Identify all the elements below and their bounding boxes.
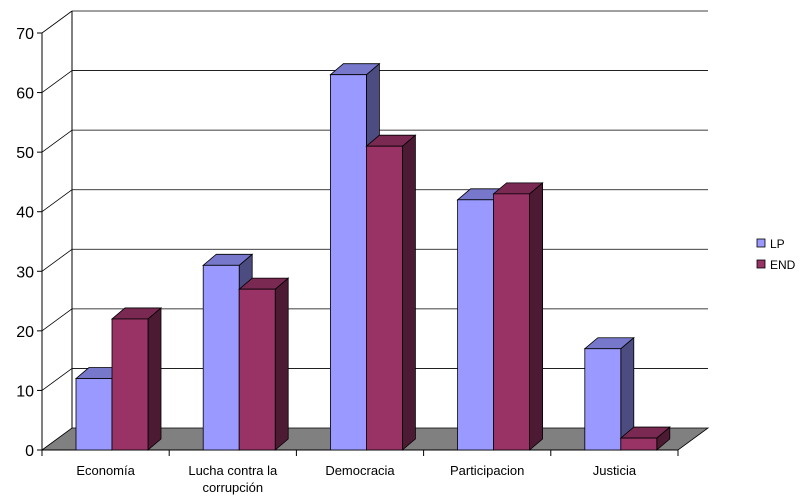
bar (238, 277, 290, 451)
bar (110, 307, 163, 451)
bar (365, 134, 417, 451)
legend-swatch (756, 259, 766, 269)
x-tick-label: Lucha contra la corrupción (188, 463, 278, 495)
bar-front (584, 348, 622, 451)
y-tick-label: 50 (16, 145, 34, 162)
bar-side (529, 181, 543, 451)
legend-label: END (770, 258, 796, 272)
bar-front (329, 74, 367, 451)
bar-front (457, 199, 495, 451)
bars (74, 62, 671, 451)
legend: LP END (756, 237, 796, 272)
y-tick-label: 0 (25, 443, 34, 460)
gridline-depth (41, 129, 73, 153)
legend-label: LP (770, 237, 785, 251)
legend-entry: END (756, 258, 796, 272)
x-tick-label: Democracia (325, 463, 395, 478)
x-tick-label: Justicia (593, 463, 637, 478)
gridline-depth (41, 70, 73, 93)
legend-entry: LP (756, 237, 785, 251)
y-tick-label: 70 (16, 26, 34, 43)
bar-front (75, 378, 113, 451)
x-tick-label: Economía (76, 463, 135, 478)
bar (492, 181, 544, 451)
bar-side (147, 307, 162, 451)
bar-side (401, 134, 416, 451)
bar-front (202, 264, 240, 451)
y-tick-label: 20 (16, 324, 34, 341)
gridline-depth (41, 308, 73, 332)
tick-labels: 0 10 20 30 40 50 60 70 Economía Lucha contra la co… (16, 26, 637, 495)
gridline-depth (41, 368, 73, 391)
bar-front (238, 288, 276, 451)
y-tick-label: 40 (16, 205, 34, 222)
bar-front (365, 145, 403, 451)
gridline-depth (41, 10, 73, 34)
bar (619, 426, 671, 451)
bar-side (274, 277, 289, 451)
y-tick-label: 10 (16, 383, 34, 400)
bar-front (111, 318, 149, 451)
bar (583, 336, 635, 451)
y-tick-label: 30 (16, 264, 34, 281)
x-tick-label: Participacion (450, 463, 524, 478)
bar-front (493, 193, 531, 451)
legend-swatch (756, 238, 766, 248)
y-tick-label: 60 (16, 86, 34, 103)
gridline-depth (41, 248, 73, 272)
gridline-depth (41, 189, 73, 213)
bar-front (620, 437, 658, 451)
